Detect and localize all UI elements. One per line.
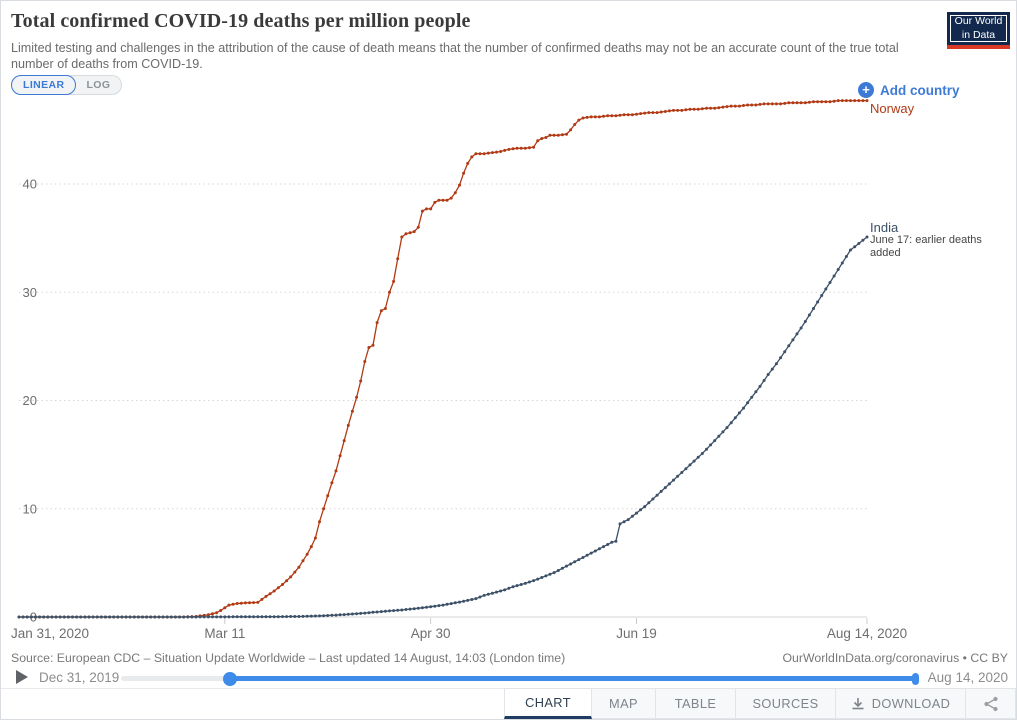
slider-end-handle[interactable] — [912, 673, 919, 685]
tab-bar-spacer — [1, 688, 504, 719]
series-label-norway: Norway — [870, 101, 915, 116]
svg-text:10: 10 — [23, 501, 37, 516]
owid-logo-red-bar — [947, 45, 1010, 49]
log-scale-button[interactable]: LOG — [75, 76, 121, 94]
attribution-link[interactable]: OurWorldInData.org/coronavirus • CC BY — [782, 651, 1008, 665]
owid-logo[interactable]: Our World in Data — [947, 12, 1010, 49]
timeline-slider[interactable] — [121, 671, 919, 686]
svg-text:Aug 14, 2020: Aug 14, 2020 — [827, 626, 907, 641]
play-button[interactable] — [14, 669, 30, 685]
share-icon — [983, 696, 998, 711]
svg-text:Jun 19: Jun 19 — [616, 626, 657, 641]
svg-text:Jan 31, 2020: Jan 31, 2020 — [11, 626, 89, 641]
tab-download[interactable]: DOWNLOAD — [836, 688, 966, 719]
owid-logo-text: Our World in Data — [950, 15, 1007, 42]
download-icon — [852, 697, 864, 709]
svg-text:Mar 11: Mar 11 — [204, 626, 245, 641]
slider-track-active[interactable] — [230, 676, 919, 681]
add-country-label: Add country — [880, 82, 960, 98]
slider-start-handle[interactable] — [223, 672, 237, 686]
tab-bar: CHART MAP TABLE SOURCES DOWNLOAD — [1, 688, 1016, 719]
timeline-end-date: Aug 14, 2020 — [927, 670, 1008, 685]
scale-toggle: LINEAR LOG — [11, 75, 123, 95]
series-label-india: India — [870, 220, 899, 235]
tab-map[interactable]: MAP — [592, 688, 656, 719]
source-text: Source: European CDC – Situation Update … — [11, 651, 566, 665]
page-title: Total confirmed COVID-19 deaths per mill… — [11, 10, 471, 32]
source-row: Source: European CDC – Situation Update … — [11, 651, 1008, 665]
svg-text:30: 30 — [23, 285, 37, 300]
share-button[interactable] — [966, 688, 1016, 719]
linear-scale-button[interactable]: LINEAR — [11, 75, 77, 95]
tab-chart[interactable]: CHART — [504, 688, 592, 719]
tab-table[interactable]: TABLE — [656, 688, 736, 719]
svg-text:Apr 30: Apr 30 — [411, 626, 451, 641]
timeline-start-date: Dec 31, 2019 — [39, 670, 120, 685]
svg-text:40: 40 — [23, 177, 37, 192]
plus-circle-icon: + — [858, 82, 874, 98]
annotation-june-17: June 17: earlier deaths added — [870, 234, 982, 259]
chart-subtitle: Limited testing and challenges in the at… — [11, 41, 899, 72]
add-country-button[interactable]: + Add country — [858, 82, 960, 98]
svg-text:20: 20 — [23, 393, 37, 408]
play-icon — [16, 670, 28, 684]
tab-sources[interactable]: SOURCES — [736, 688, 836, 719]
